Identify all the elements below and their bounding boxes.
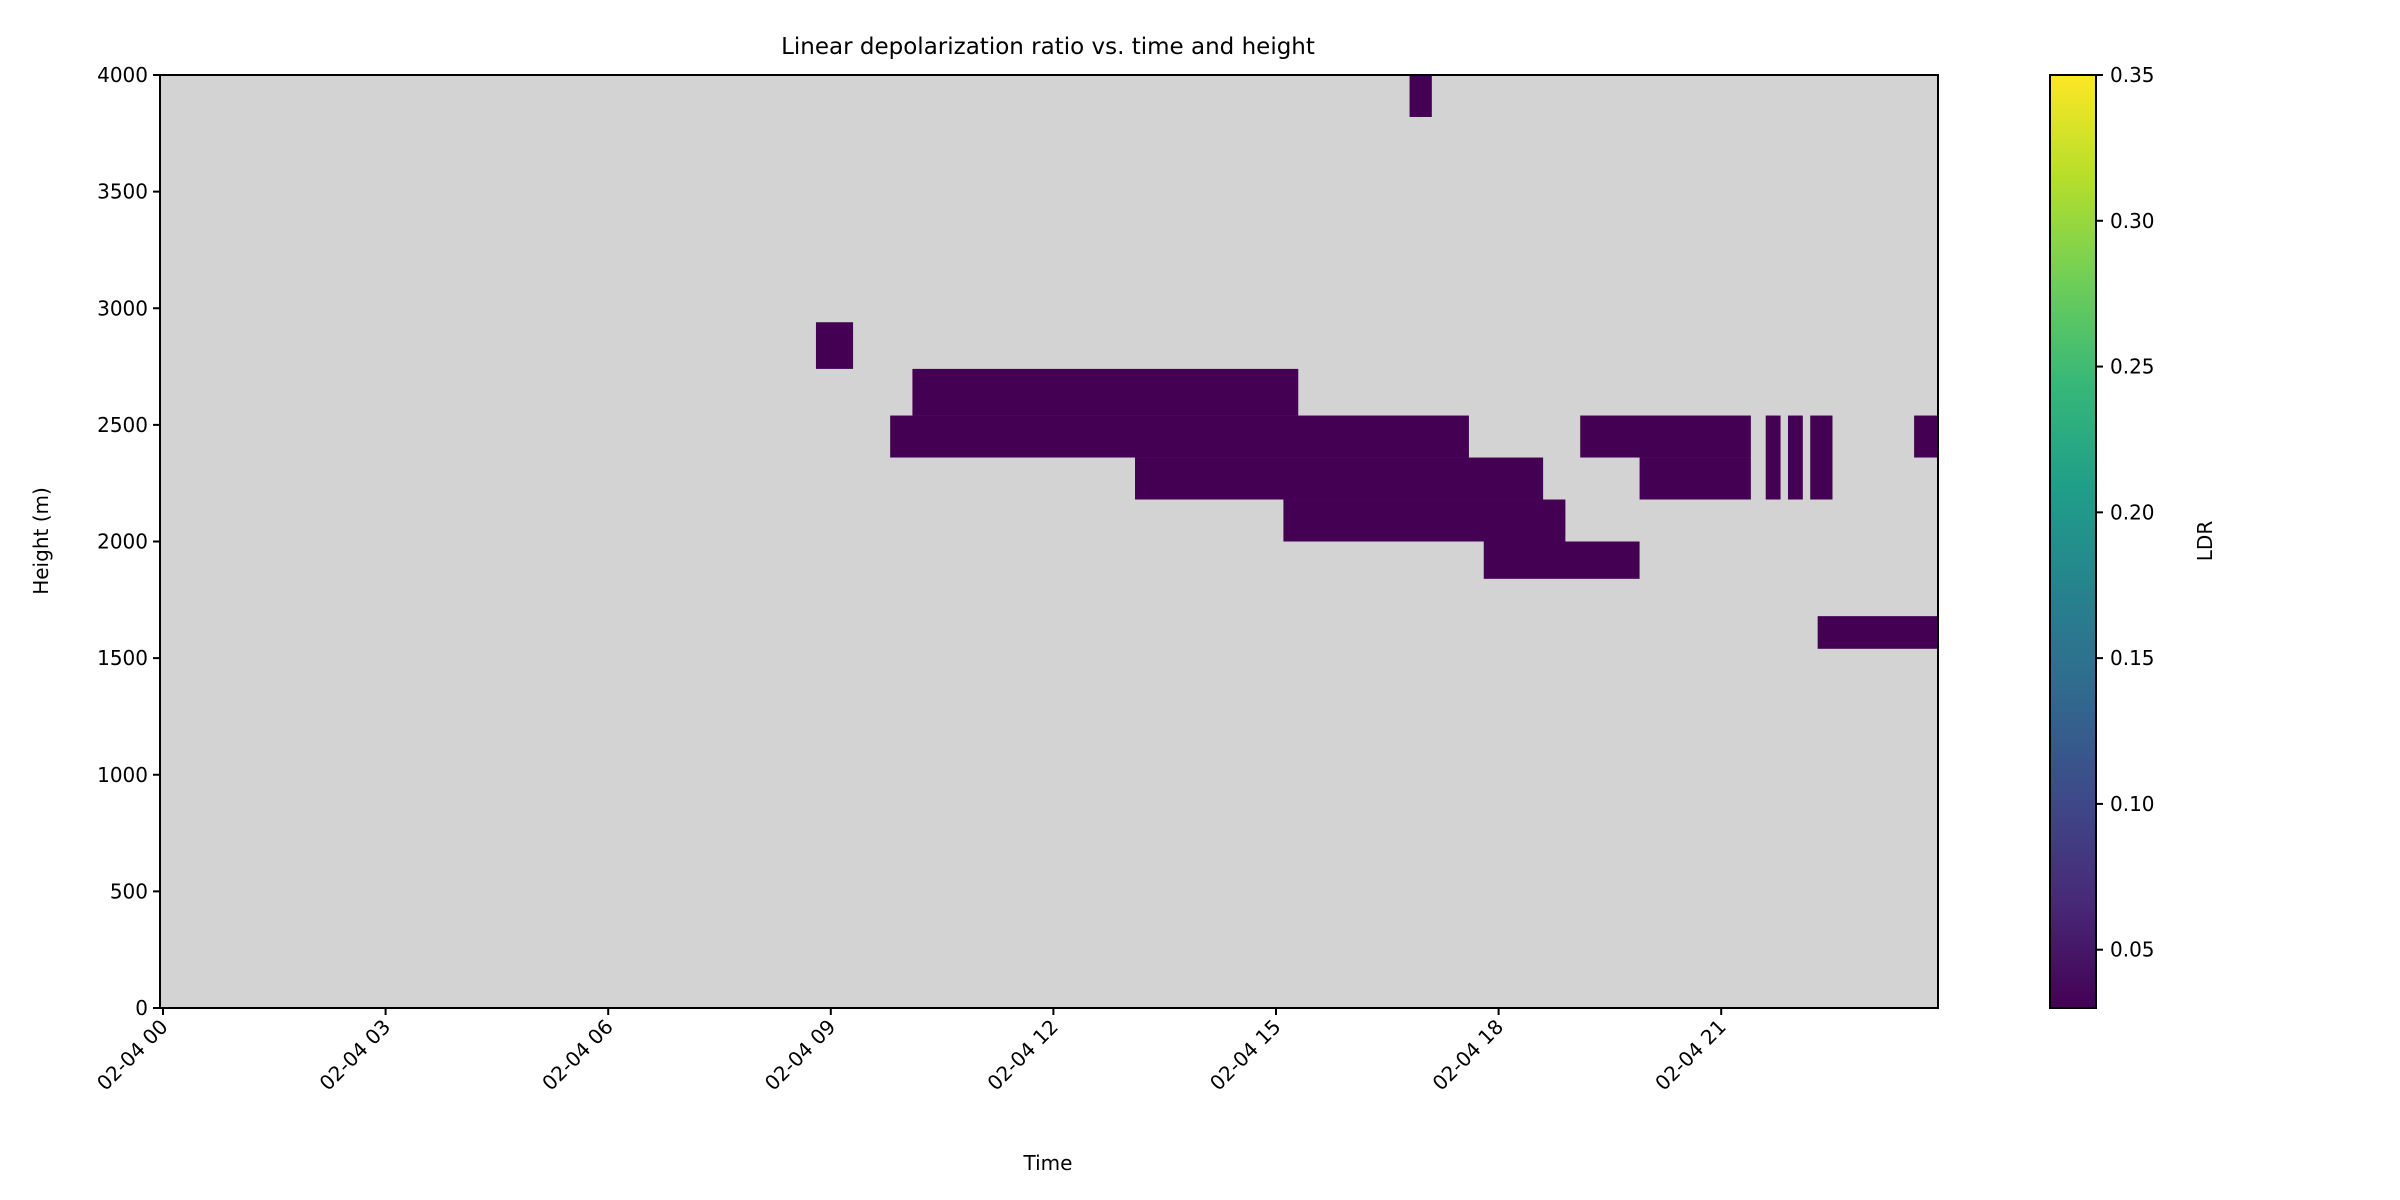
y-tick-label: 0 (135, 996, 148, 1020)
missing-data-background (160, 75, 1938, 1008)
y-tick-label: 3500 (97, 180, 148, 204)
ldr-cell (1135, 457, 1544, 500)
ldr-cell (1914, 415, 1938, 458)
colorbar-tick-label: 0.10 (2110, 792, 2155, 816)
x-tick-label: 02-04 09 (760, 1015, 841, 1096)
colorbar-tick-label: 0.35 (2110, 63, 2155, 87)
y-tick-label: 1500 (97, 646, 148, 670)
colorbar-frame (2049, 74, 2097, 1009)
ldr-cell (1409, 75, 1432, 117)
heatmap-cells (815, 75, 1938, 649)
x-axis-label: Time (1023, 1151, 1073, 1175)
ldr-cell (815, 322, 854, 369)
ldr-cell (1787, 415, 1803, 500)
y-tick-label: 1000 (97, 763, 148, 787)
ldr-cell (1639, 457, 1751, 500)
y-tick-label: 2000 (97, 530, 148, 554)
colorbar-tick-label: 0.05 (2110, 938, 2155, 962)
colorbar: 0.05 0.10 0.15 0.20 0.25 0.30 0.35 LDR (2049, 63, 2217, 1009)
colorbar-tick-label: 0.15 (2110, 646, 2155, 670)
colorbar-tick-label: 0.30 (2110, 209, 2155, 233)
x-tick-label: 02-04 21 (1650, 1015, 1731, 1096)
y-tick-label: 500 (110, 879, 148, 903)
plot-area (159, 74, 1939, 1009)
colorbar-tick-label: 0.20 (2110, 500, 2155, 524)
colorbar-ticks: 0.05 0.10 0.15 0.20 0.25 0.30 0.35 (2096, 63, 2155, 962)
chart-title: Linear depolarization ratio vs. time and… (781, 34, 1315, 60)
ldr-cell (1817, 616, 1938, 649)
y-axis-label: Height (m) (29, 487, 53, 595)
y-axis: 0 500 1000 1500 2000 2500 3000 3500 4000 (97, 63, 160, 1020)
x-axis: 02-04 00 02-04 03 02-04 06 02-04 09 02-04 12… (92, 1008, 1731, 1095)
ldr-cell (1283, 499, 1566, 542)
ldr-cell (1483, 541, 1640, 579)
ldr-cell (1765, 415, 1781, 500)
colorbar-label: LDR (2193, 521, 2217, 562)
x-tick-label: 02-04 12 (982, 1015, 1063, 1096)
ldr-cell (890, 415, 1469, 458)
x-tick-label: 02-04 00 (92, 1015, 173, 1096)
x-tick-label: 02-04 15 (1205, 1015, 1286, 1096)
x-tick-label: 02-04 06 (537, 1015, 618, 1096)
y-tick-label: 4000 (97, 63, 148, 87)
y-tick-label: 2500 (97, 413, 148, 437)
ldr-cell (1580, 415, 1751, 458)
colorbar-tick-label: 0.25 (2110, 355, 2155, 379)
x-tick-label: 02-04 03 (315, 1015, 396, 1096)
ldr-cell (1810, 415, 1833, 500)
ldr-cell (912, 368, 1299, 416)
colorbar-gradient (2050, 75, 2096, 1008)
y-tick-label: 3000 (97, 296, 148, 320)
x-tick-label: 02-04 18 (1428, 1015, 1509, 1096)
